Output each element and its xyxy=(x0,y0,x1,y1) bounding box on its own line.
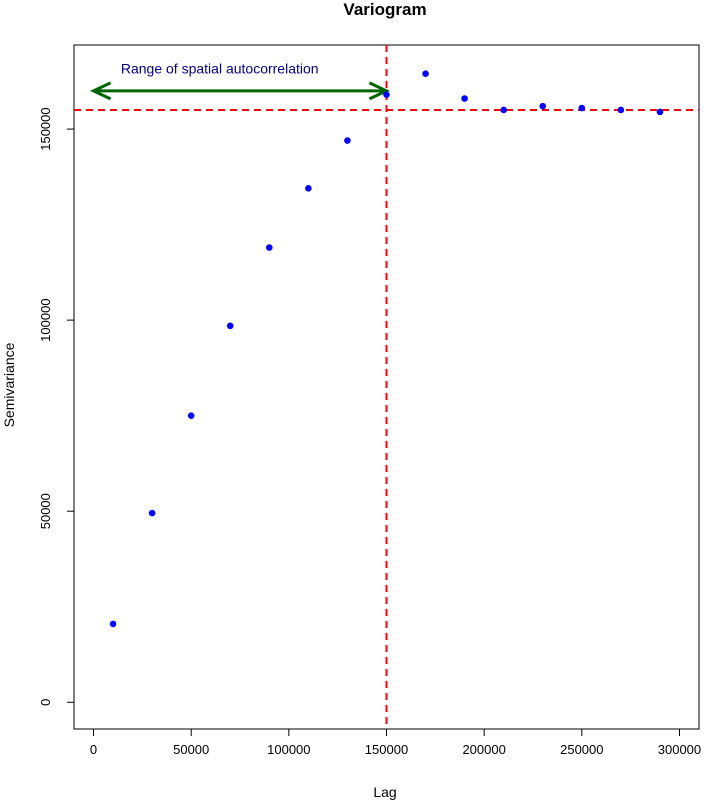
x-tick-label: 150000 xyxy=(365,742,408,757)
x-tick-label: 300000 xyxy=(658,742,701,757)
data-point xyxy=(422,70,429,77)
chart-title: Variogram xyxy=(343,0,426,19)
range-arrow-left-head xyxy=(90,81,112,101)
data-point xyxy=(578,104,586,112)
y-tick-label: 100000 xyxy=(38,298,53,341)
data-point xyxy=(344,137,351,144)
x-tick-label: 200000 xyxy=(462,742,505,757)
x-tick-label: 250000 xyxy=(560,742,603,757)
data-point xyxy=(617,106,625,114)
data-point xyxy=(226,322,234,330)
data-point xyxy=(656,108,664,116)
range-annotation-label: Range of spatial autocorrelation xyxy=(121,61,319,77)
data-point xyxy=(187,412,195,419)
y-axis-title: Semivariance xyxy=(1,342,17,427)
x-tick-label: 0 xyxy=(90,742,97,757)
data-point xyxy=(266,244,273,251)
x-tick-label: 50000 xyxy=(173,742,209,757)
y-tick-label: 0 xyxy=(38,699,53,706)
data-point xyxy=(461,95,468,102)
data-point xyxy=(500,106,507,114)
y-tick-label: 50000 xyxy=(38,493,53,529)
data-point xyxy=(148,509,156,517)
x-tick-label: 100000 xyxy=(267,742,310,757)
y-tick-label: 150000 xyxy=(38,107,53,150)
data-point xyxy=(109,620,117,628)
data-point xyxy=(539,102,547,110)
data-point xyxy=(305,184,312,192)
range-arrow-right-head xyxy=(368,81,391,101)
x-axis-title: Lag xyxy=(373,784,396,800)
data-point xyxy=(383,91,390,98)
